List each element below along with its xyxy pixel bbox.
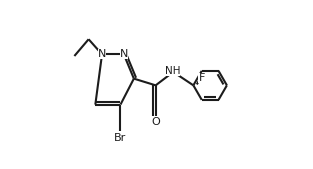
Text: O: O — [151, 117, 160, 127]
Text: NH: NH — [165, 66, 180, 76]
Text: N: N — [120, 49, 128, 59]
Text: Br: Br — [114, 133, 126, 143]
Text: F: F — [198, 73, 205, 83]
Text: N: N — [98, 49, 106, 59]
